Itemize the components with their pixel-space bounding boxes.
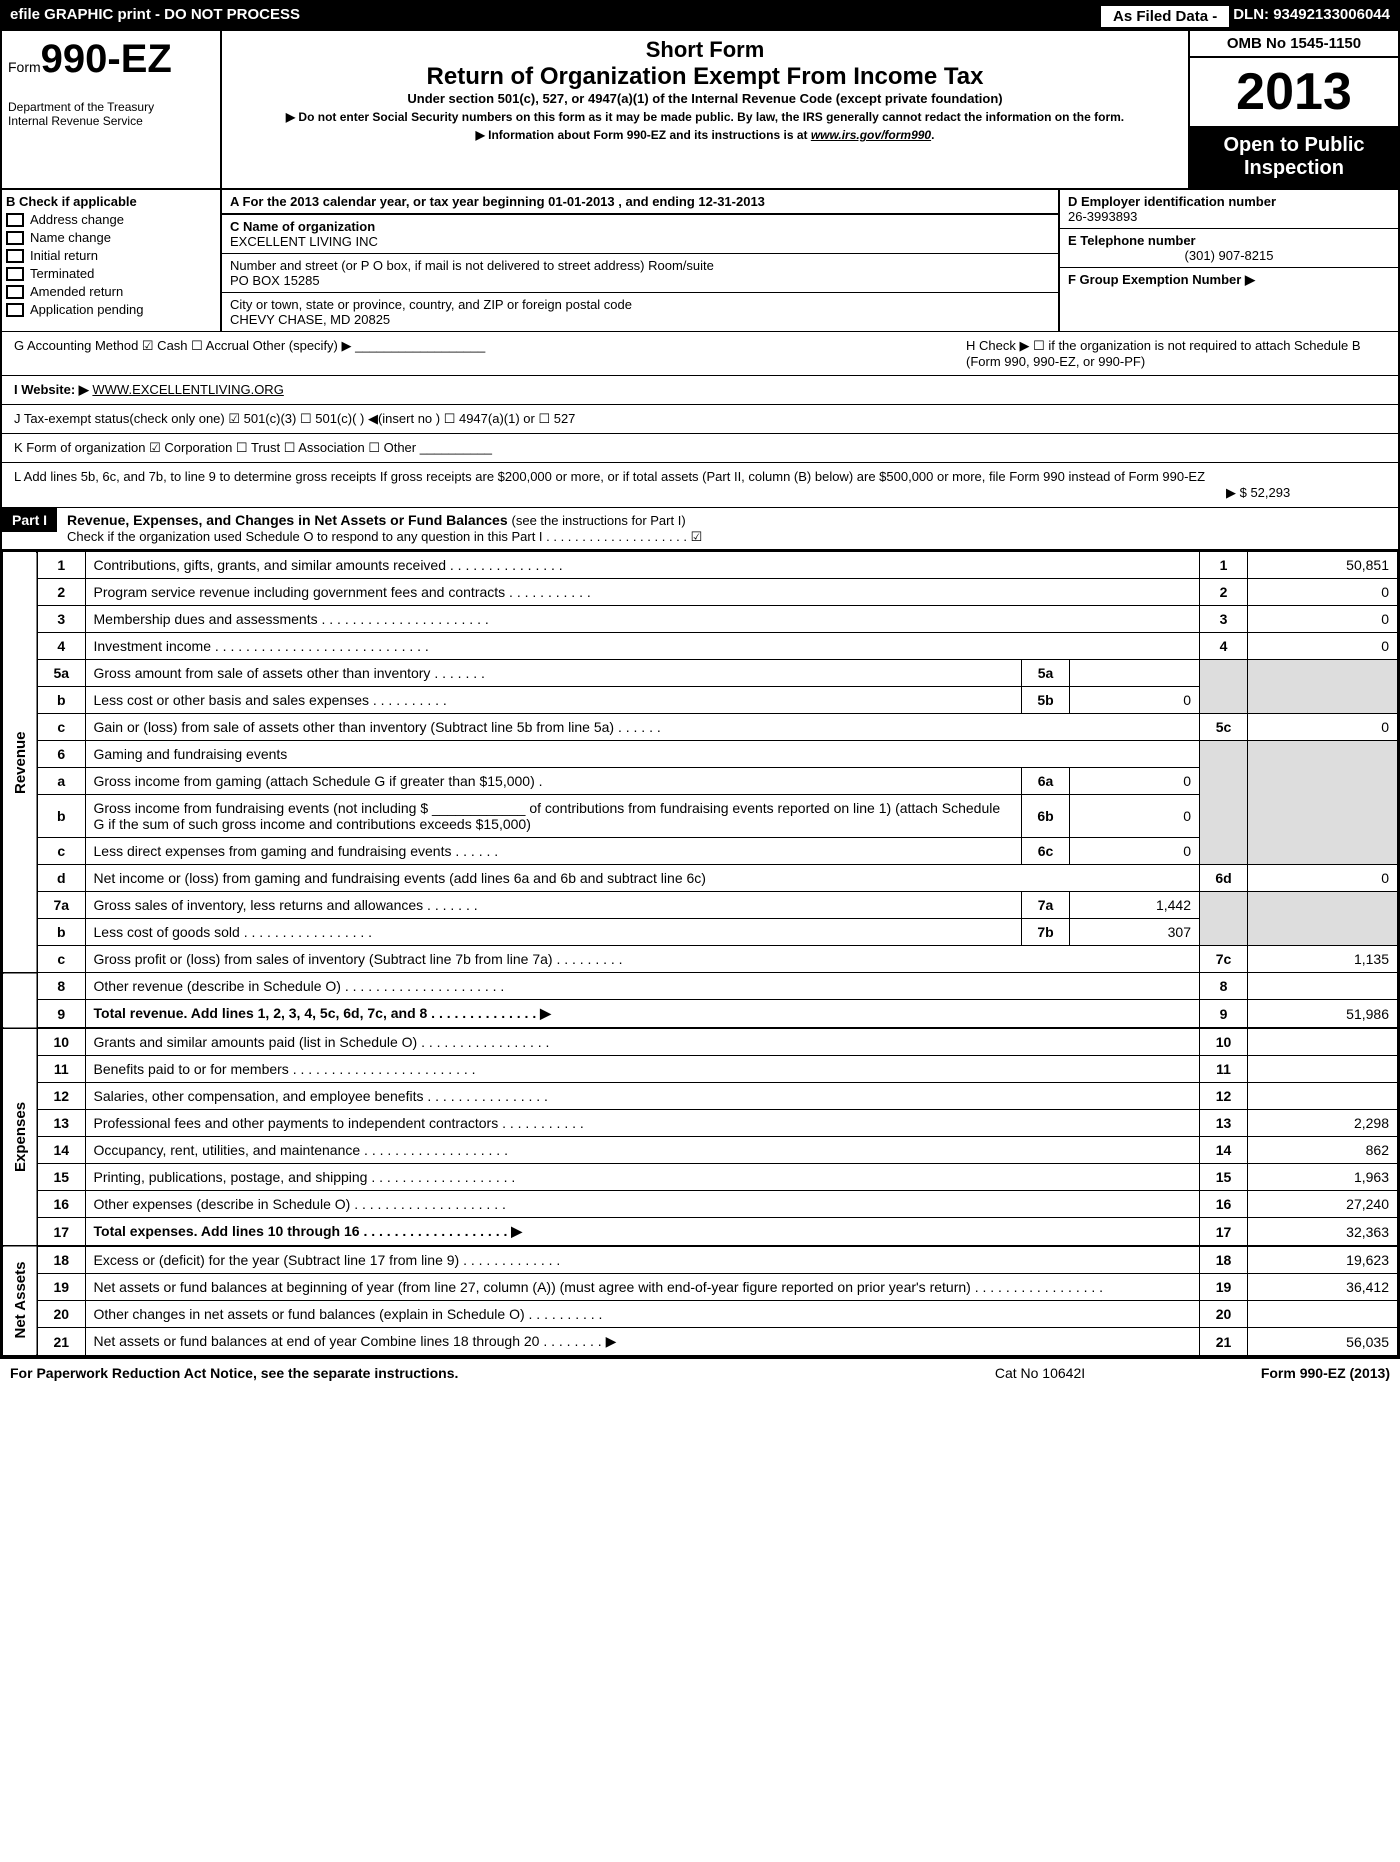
line-h: H Check ▶ ☐ if the organization is not r… xyxy=(966,338,1386,369)
cb-amended[interactable]: Amended return xyxy=(6,284,216,299)
form-990ez-container: efile GRAPHIC print - DO NOT PROCESS As … xyxy=(0,0,1400,1358)
section-c: A For the 2013 calendar year, or tax yea… xyxy=(222,190,1058,331)
cb-address-change[interactable]: Address change xyxy=(6,212,216,227)
cb-initial-return[interactable]: Initial return xyxy=(6,248,216,263)
dept-irs: Internal Revenue Service xyxy=(8,114,214,128)
org-addr: PO BOX 15285 xyxy=(230,273,1050,288)
info-rows: G Accounting Method ☑ Cash ☐ Accrual Oth… xyxy=(2,332,1398,507)
omb-number: OMB No 1545-1150 xyxy=(1190,31,1398,58)
amount-8 xyxy=(1248,973,1398,1000)
amount-21: 56,035 xyxy=(1248,1328,1398,1356)
org-name: EXCELLENT LIVING INC xyxy=(230,234,1050,249)
form-prefix: Form xyxy=(8,59,41,75)
dept-treasury: Department of the Treasury xyxy=(8,100,214,114)
ein-label: D Employer identification number xyxy=(1068,194,1390,209)
info-note: ▶ Information about Form 990-EZ and its … xyxy=(242,128,1168,142)
tax-year: 2013 xyxy=(1190,58,1398,126)
topbar-left: efile GRAPHIC print - DO NOT PROCESS xyxy=(10,6,1097,27)
amount-16: 27,240 xyxy=(1248,1191,1398,1218)
amount-15: 1,963 xyxy=(1248,1164,1398,1191)
cb-application-pending[interactable]: Application pending xyxy=(6,302,216,317)
part1-header: Part I Revenue, Expenses, and Changes in… xyxy=(2,507,1398,551)
amount-11 xyxy=(1248,1056,1398,1083)
website-link[interactable]: WWW.EXCELLENTLIVING.ORG xyxy=(92,382,283,397)
amount-2: 0 xyxy=(1248,579,1398,606)
ssn-note: ▶ Do not enter Social Security numbers o… xyxy=(242,110,1168,124)
expenses-side-label: Expenses xyxy=(3,1028,38,1246)
header-center: Short Form Return of Organization Exempt… xyxy=(222,31,1188,188)
line-k: K Form of organization ☑ Corporation ☐ T… xyxy=(2,434,1398,463)
amount-13: 2,298 xyxy=(1248,1110,1398,1137)
amount-17: 32,363 xyxy=(1248,1218,1398,1247)
header-row: Form990-EZ Department of the Treasury In… xyxy=(2,31,1398,190)
org-city: CHEVY CHASE, MD 20825 xyxy=(230,312,1050,327)
city-label: City or town, state or province, country… xyxy=(230,297,1050,312)
amount-5c: 0 xyxy=(1248,714,1398,741)
line-l-amount: ▶ $ 52,293 xyxy=(1226,469,1386,501)
open-public: Open to Public Inspection xyxy=(1190,126,1398,188)
ein-value: 26-3993893 xyxy=(1068,209,1390,224)
netassets-side-label: Net Assets xyxy=(3,1246,38,1356)
cb-name-change[interactable]: Name change xyxy=(6,230,216,245)
footer-catno: Cat No 10642I xyxy=(910,1365,1170,1381)
line-a: A For the 2013 calendar year, or tax yea… xyxy=(222,190,1058,215)
amount-12 xyxy=(1248,1083,1398,1110)
addr-label: Number and street (or P O box, if mail i… xyxy=(230,258,1050,273)
short-form-label: Short Form xyxy=(242,37,1168,63)
part1-subtitle: (see the instructions for Part I) xyxy=(512,513,686,528)
line-j: J Tax-exempt status(check only one) ☑ 50… xyxy=(2,405,1398,434)
cb-terminated[interactable]: Terminated xyxy=(6,266,216,281)
amount-10 xyxy=(1248,1028,1398,1056)
topbar-mid: As Filed Data - xyxy=(1101,6,1229,27)
name-label: C Name of organization xyxy=(230,219,1050,234)
phone-label: E Telephone number xyxy=(1068,233,1390,248)
amount-18: 19,623 xyxy=(1248,1246,1398,1274)
amount-19: 36,412 xyxy=(1248,1274,1398,1301)
return-subtitle: Under section 501(c), 527, or 4947(a)(1)… xyxy=(242,91,1168,106)
amount-6d: 0 xyxy=(1248,865,1398,892)
amount-7c: 1,135 xyxy=(1248,946,1398,973)
amount-3: 0 xyxy=(1248,606,1398,633)
header-right: OMB No 1545-1150 2013 Open to Public Ins… xyxy=(1188,31,1398,188)
irs-link[interactable]: www.irs.gov/form990 xyxy=(811,128,931,142)
amount-4: 0 xyxy=(1248,633,1398,660)
form-number: 990-EZ xyxy=(41,37,172,81)
topbar-dln: DLN: 93492133006044 xyxy=(1233,6,1390,27)
amount-14: 862 xyxy=(1248,1137,1398,1164)
section-b-label: B Check if applicable xyxy=(6,194,216,209)
part1-label: Part I xyxy=(2,508,57,532)
line-g: G Accounting Method ☑ Cash ☐ Accrual Oth… xyxy=(14,338,966,369)
part1-title: Revenue, Expenses, and Changes in Net As… xyxy=(67,512,508,528)
part1-check-note: Check if the organization used Schedule … xyxy=(67,529,702,544)
section-def: D Employer identification number 26-3993… xyxy=(1058,190,1398,331)
footer-formref: Form 990-EZ (2013) xyxy=(1170,1365,1390,1381)
footer-left: For Paperwork Reduction Act Notice, see … xyxy=(10,1365,910,1381)
phone-value: (301) 907-8215 xyxy=(1068,248,1390,263)
revenue-side-label: Revenue xyxy=(3,552,38,973)
top-bar: efile GRAPHIC print - DO NOT PROCESS As … xyxy=(2,2,1398,31)
amount-1: 50,851 xyxy=(1248,552,1398,579)
group-exempt-arrow: ▶ xyxy=(1245,272,1255,287)
line-l: L Add lines 5b, 6c, and 7b, to line 9 to… xyxy=(14,469,1226,501)
section-b: B Check if applicable Address change Nam… xyxy=(2,190,222,331)
line-i: I Website: ▶ WWW.EXCELLENTLIVING.ORG xyxy=(2,376,1398,405)
amount-9: 51,986 xyxy=(1248,1000,1398,1029)
amount-20 xyxy=(1248,1301,1398,1328)
group-exempt-label: F Group Exemption Number xyxy=(1068,272,1241,287)
part1-table: Revenue 1 Contributions, gifts, grants, … xyxy=(2,551,1398,1356)
section-abcdef: B Check if applicable Address change Nam… xyxy=(2,190,1398,332)
footer: For Paperwork Reduction Act Notice, see … xyxy=(0,1358,1400,1387)
header-left: Form990-EZ Department of the Treasury In… xyxy=(2,31,222,188)
return-title: Return of Organization Exempt From Incom… xyxy=(242,63,1168,91)
